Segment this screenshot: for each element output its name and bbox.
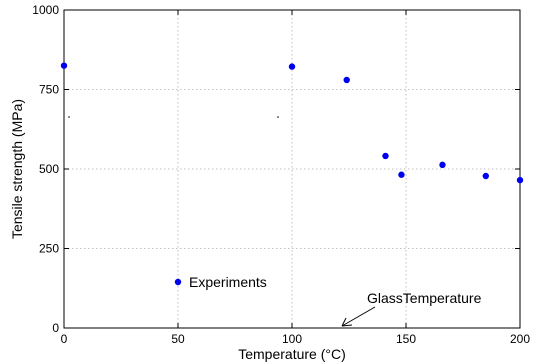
legend: Experiments: [174, 274, 267, 290]
data-point: [439, 161, 446, 169]
axis-ticks: 0 50 100 150 200 0 250 500 750 1000: [32, 3, 530, 346]
x-tick-label: 100: [282, 332, 302, 346]
x-tick-label: 0: [61, 332, 68, 346]
annotation-text: GlassTemperature: [367, 290, 482, 306]
annotation-arrow-head: [341, 317, 353, 327]
data-point: [398, 171, 405, 178]
x-axis-label: Temperature (°C): [238, 346, 346, 362]
data-point: [343, 76, 350, 84]
y-tick-label: 750: [39, 83, 59, 97]
x-tick-label: 50: [171, 332, 185, 346]
glass-temperature-annotation: GlassTemperature: [341, 290, 482, 327]
y-tick-label: 0: [52, 321, 59, 335]
grid-lines: [64, 10, 520, 328]
data-point: [516, 176, 524, 184]
legend-marker: [174, 278, 182, 286]
data-points: [60, 62, 524, 184]
y-tick-label: 250: [39, 242, 59, 256]
data-point: [60, 62, 68, 69]
x-tick-label: 150: [396, 332, 416, 346]
y-tick-label: 1000: [32, 3, 59, 17]
artifact-dot: [277, 116, 279, 118]
data-point: [482, 172, 489, 180]
x-tick-label: 200: [510, 332, 530, 346]
data-point: [288, 63, 296, 70]
artifact-dot: [68, 116, 70, 118]
y-tick-label: 500: [39, 162, 59, 176]
annotation-arrow-line: [341, 306, 376, 327]
y-axis-label: Tensile strength (MPa): [9, 99, 25, 239]
data-point: [382, 152, 389, 160]
legend-label: Experiments: [189, 274, 267, 290]
